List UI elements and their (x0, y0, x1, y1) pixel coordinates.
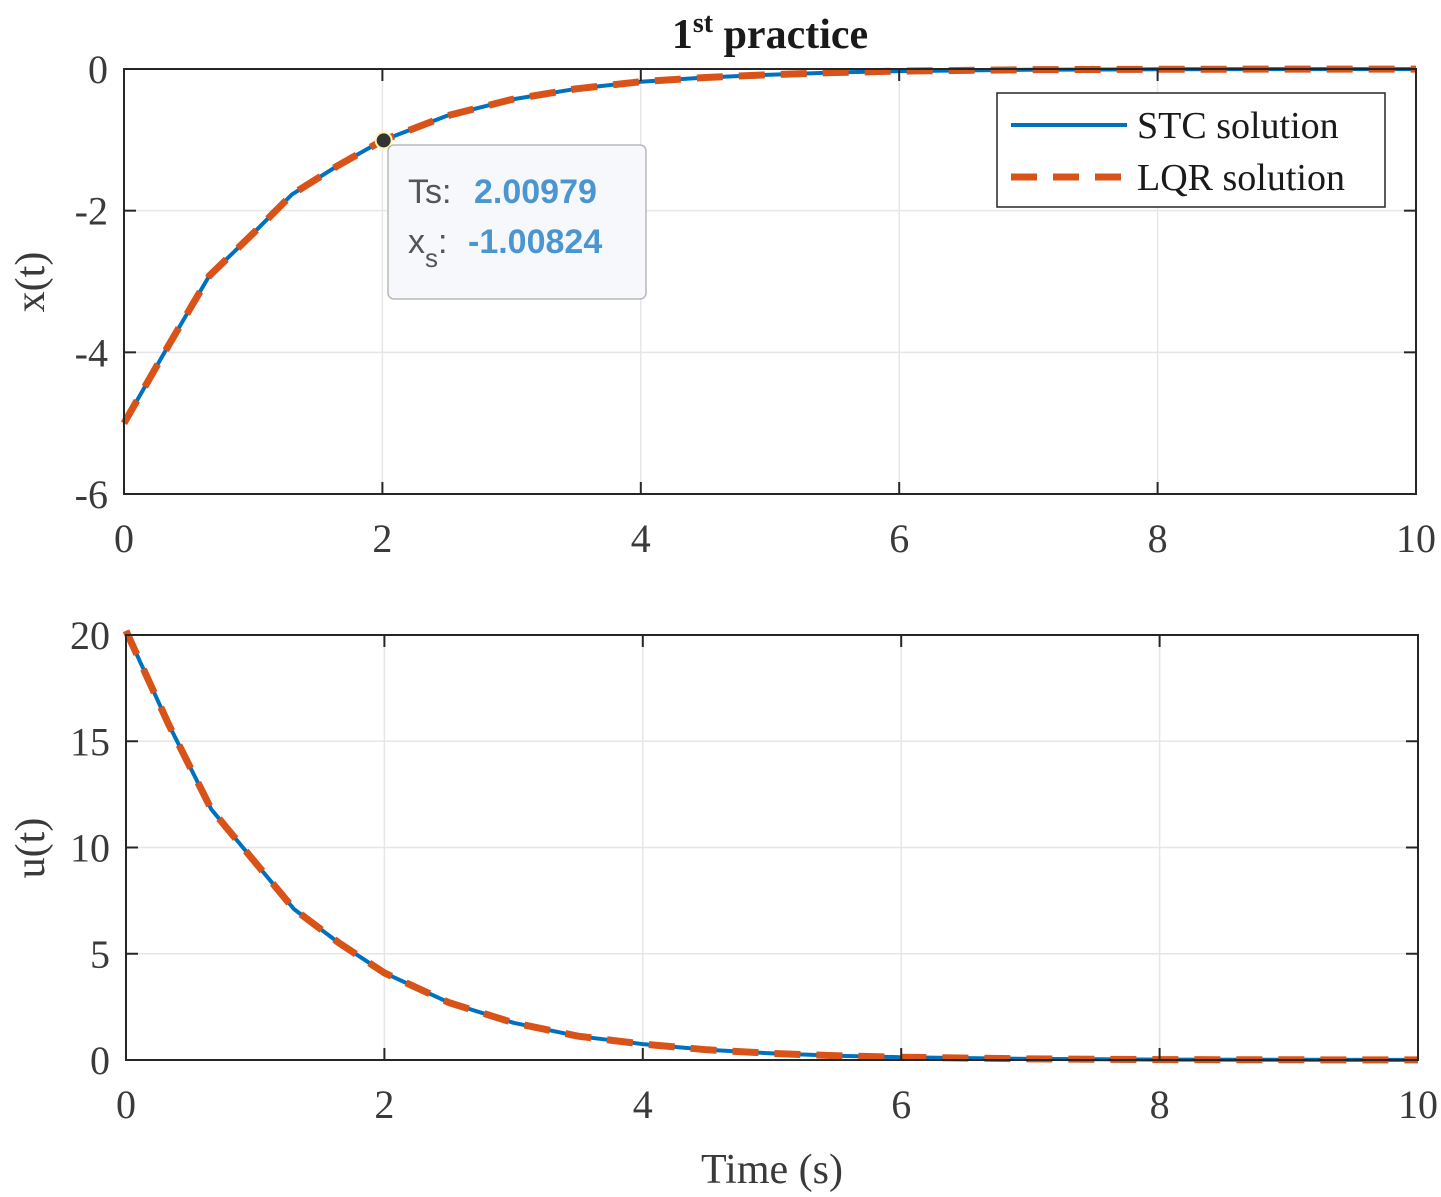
plot-bottom-xlabel: Time (s) (701, 1147, 843, 1193)
title-superscript: st (693, 8, 714, 39)
datatip-box (387, 144, 647, 300)
plot-top-xtick-label-5: 10 (1396, 516, 1436, 561)
plot-top-xtick-label-1: 2 (372, 516, 392, 561)
plot-top-ytick-label-3: -6 (75, 472, 108, 517)
control-plot: 0 2 4 6 8 10 0 5 10 15 20 u(t) Time (s) (8, 613, 1438, 1193)
datatip-marker[interactable] (376, 133, 391, 148)
datatip-y-key: xs: (408, 223, 447, 273)
datatip-x-value: 2.00979 (474, 173, 597, 211)
plot-top-xtick-label-4: 8 (1148, 516, 1168, 561)
plot-bottom-ytick-label-0: 0 (90, 1038, 110, 1083)
plot-top-axes-box (123, 68, 1417, 495)
plot-top-ytick-label-1: -2 (75, 189, 108, 234)
plot-bottom-xtick-label-4: 8 (1150, 1082, 1170, 1127)
plot-bottom-ytick-label-2: 10 (70, 826, 110, 871)
datatip-y-value: -1.00824 (468, 223, 602, 261)
plot-bottom-xtick-label-5: 10 (1398, 1082, 1438, 1127)
legend-box (996, 92, 1386, 208)
plot-top-xtick-label-0: 0 (114, 516, 134, 561)
plot-bottom-xtick-label-0: 0 (116, 1082, 136, 1127)
title-space (713, 12, 724, 58)
plot-top-series-lqr-line (120, 65, 1416, 425)
datatip[interactable]: Ts: 2.00979 xs: -1.00824 (374, 131, 647, 300)
state-plot: 0 2 4 6 8 10 0 -2 -4 -6 x(t) STC solution LQR soluti… (8, 47, 1436, 561)
plot-bottom-xtick-label-1: 2 (374, 1082, 394, 1127)
plot-bottom-series-lqr-line (122, 629, 1419, 1064)
plot-bottom-ytick-label-4: 20 (70, 613, 110, 658)
datatip-x-key: Ts: (408, 173, 451, 211)
plot-top-ytick-label-0: 0 (88, 47, 108, 92)
plot-bottom-ytick-label-3: 15 (70, 719, 110, 764)
plot-top-ytick-label-2: -4 (75, 330, 108, 375)
plot-bottom-ytick-label-1: 5 (90, 932, 110, 977)
plot-top-xtick-label-2: 4 (631, 516, 651, 561)
legend-label-lqr: LQR solution (1137, 157, 1345, 199)
plot-top-ylabel: x(t) (8, 252, 54, 313)
figure-title: 1st practice (672, 8, 868, 58)
title-number: 1 (672, 12, 693, 58)
title-word: practice (724, 12, 869, 58)
plot-bottom-xtick-label-2: 4 (633, 1082, 653, 1127)
legend: STC solution LQR solution (996, 92, 1386, 208)
plot-bottom-ylabel: u(t) (8, 818, 54, 879)
plot-top-xtick-label-3: 6 (889, 516, 909, 561)
plot-bottom-xtick-label-3: 6 (891, 1082, 911, 1127)
legend-label-stc: STC solution (1137, 105, 1339, 147)
